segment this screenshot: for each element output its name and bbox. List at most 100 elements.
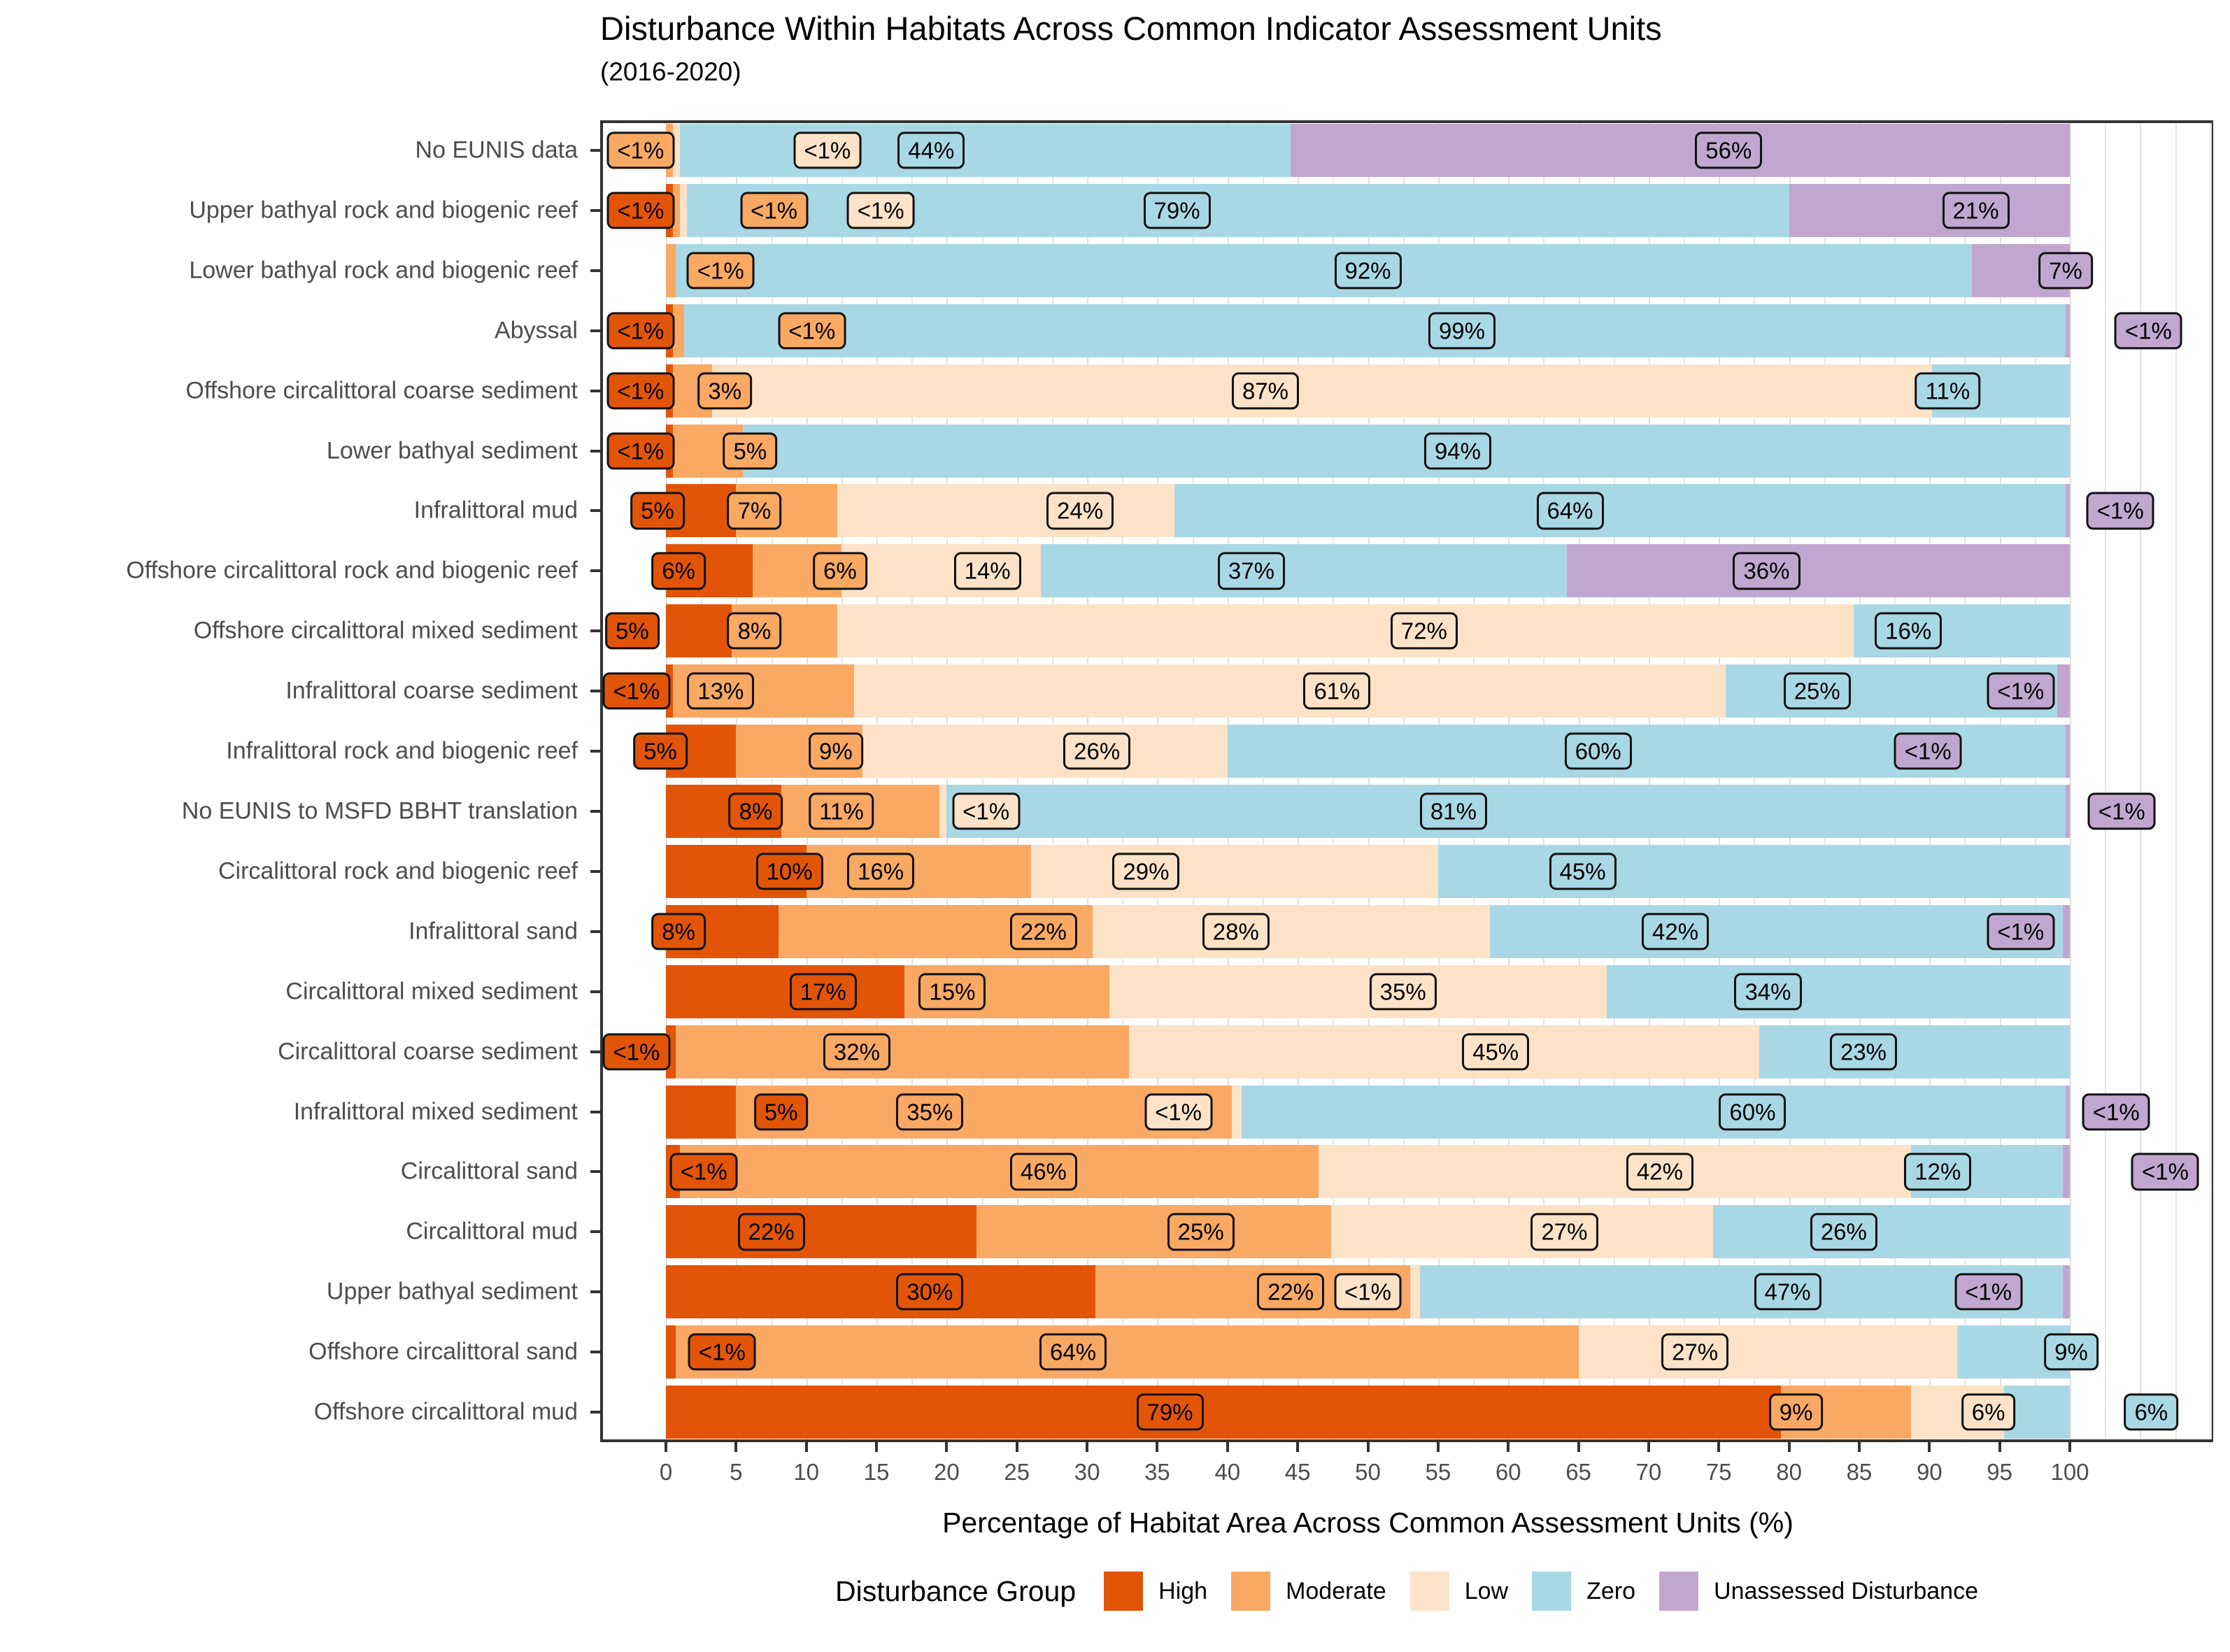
bar-value-label: <1% (1894, 732, 1962, 770)
bar-value-label: 30% (896, 1273, 964, 1311)
bar-value-label: 46% (1009, 1153, 1077, 1191)
bar-row: <1% <1% 99% <1% (603, 304, 2210, 357)
bar-value-label: <1% (1987, 672, 2055, 710)
bar-segment-high (666, 1325, 676, 1379)
bar-value-label: <1% (2114, 312, 2182, 350)
y-tick (590, 809, 600, 813)
bar-row: <1% 32% 45% 23% (602, 1025, 2210, 1078)
bar-row: <1% 3% 87% 11% (603, 364, 2210, 418)
gridline (1473, 123, 1475, 1439)
x-tick (804, 1442, 808, 1452)
bar-segment-high (666, 1265, 1096, 1319)
y-axis-label: Offshore circalittoral sand (308, 1338, 578, 1365)
bar-value-label: <1% (606, 432, 675, 470)
bar-row: <1% 5% 94% (603, 424, 2210, 478)
x-tick-label: 45 (1284, 1459, 1311, 1485)
gridline (946, 123, 949, 1439)
bar-segment-zero (1040, 544, 1568, 598)
bar-segment-zero (1241, 1085, 2066, 1139)
y-tick (590, 990, 600, 993)
page-title: Disturbance Within Habitats Across Commo… (600, 10, 1662, 47)
x-tick-label: 65 (1565, 1459, 1591, 1485)
y-axis-label: Lower bathyal sediment (326, 437, 578, 464)
y-axis-label: Circalittoral coarse sediment (278, 1038, 578, 1065)
bar-row: 30% 22% <1% 47% <1% (603, 1265, 2210, 1319)
bar-value-label: <1% (2082, 1092, 2150, 1131)
bar-segment-low (680, 183, 688, 237)
x-tick (1998, 1442, 2001, 1452)
x-tick-label: 95 (1987, 1459, 2012, 1485)
x-tick (945, 1442, 949, 1452)
legend-entry: Zero (1532, 1572, 1635, 1611)
bar-value-label: 99% (1428, 312, 1496, 350)
legend-entry: Low (1409, 1572, 1509, 1611)
bar-segment-low (1093, 904, 1491, 958)
bar-row: <1% 64% 27% 9% (603, 1325, 2210, 1379)
bar-value-label: <1% (606, 312, 675, 350)
bar-value-label: 5% (630, 492, 685, 530)
y-tick (590, 1110, 600, 1113)
bar-segment-low (862, 725, 1228, 778)
bar-segment-zero (1606, 964, 2070, 1018)
bar-row: <1% 46% 42% 12% <1% (603, 1145, 2210, 1199)
y-axis-label: Circalittoral mixed sediment (285, 978, 578, 1005)
bar-value-label: 72% (1390, 612, 1458, 650)
gridline (1754, 123, 1756, 1439)
bar-value-label: 26% (1063, 732, 1131, 770)
legend-label: Low (1464, 1577, 1509, 1604)
bar-value-label: 9% (1768, 1393, 1824, 1431)
y-axis-label: Abyssal (494, 317, 578, 344)
y-tick (590, 509, 600, 513)
x-tick-label: 5 (730, 1459, 743, 1485)
gridline (2210, 123, 2212, 1439)
gridline (911, 123, 914, 1439)
bar-row: <1% <1% <1% 79% 21% (603, 183, 2210, 237)
bar-row: 8% 11% <1% 81% <1% (603, 784, 2210, 838)
bar-value-label: 12% (1904, 1153, 1972, 1191)
bar-row: 8% 22% 28% 42% <1% (603, 904, 2210, 958)
gridline (736, 123, 738, 1439)
legend: Disturbance Group High Moderate Low Zero Una… (600, 1572, 2213, 1611)
gridline (2175, 123, 2177, 1439)
bar-value-label: <1% (952, 792, 1021, 830)
bar-segment-low (1319, 1145, 1912, 1199)
gridline (666, 123, 667, 1439)
x-tick-label: 85 (1846, 1459, 1873, 1485)
gridline (1333, 123, 1335, 1439)
bar-value-label: 94% (1423, 432, 1491, 470)
bar-value-label: 34% (1734, 973, 1802, 1011)
bar-segment-high (666, 1205, 976, 1259)
bar-segment-high (666, 1386, 1781, 1439)
gridline (1402, 123, 1405, 1439)
legend-swatch (1659, 1572, 1699, 1611)
x-tick (1156, 1442, 1159, 1452)
gridline (1859, 123, 1861, 1439)
legend-label: Moderate (1286, 1577, 1386, 1604)
bar-value-label: <1% (1334, 1273, 1402, 1311)
bar-value-label: <1% (686, 252, 755, 290)
bar-segment-unassessed (1789, 183, 2070, 237)
bar-value-label: <1% (1144, 1092, 1213, 1131)
bar-segment-zero (1490, 904, 2063, 958)
bar-segment-low (1030, 844, 1438, 898)
gridline (1016, 123, 1018, 1439)
bar-value-label: 8% (727, 612, 782, 650)
bar-segment-moderate (676, 1325, 1579, 1379)
gridline (806, 123, 808, 1439)
bar-value-label: 14% (953, 552, 1021, 590)
bar-value-label: <1% (1954, 1273, 2023, 1311)
y-tick (590, 208, 600, 212)
bar-segment-unassessed (2062, 1265, 2070, 1319)
x-tick-label: 25 (1004, 1459, 1030, 1485)
x-tick-label: 75 (1705, 1459, 1732, 1485)
bar-segment-low (837, 484, 1174, 538)
bar-segment-unassessed (2065, 725, 2070, 778)
gridline (1087, 123, 1089, 1439)
x-tick-label: 55 (1425, 1459, 1451, 1485)
gridline (771, 123, 773, 1439)
gridline (981, 123, 983, 1439)
gridline (1824, 123, 1826, 1439)
bar-row: 22% 25% 27% 26% (603, 1205, 2210, 1259)
bar-row: 5% 7% 24% 64% <1% (603, 484, 2210, 538)
gridline (2140, 123, 2142, 1439)
